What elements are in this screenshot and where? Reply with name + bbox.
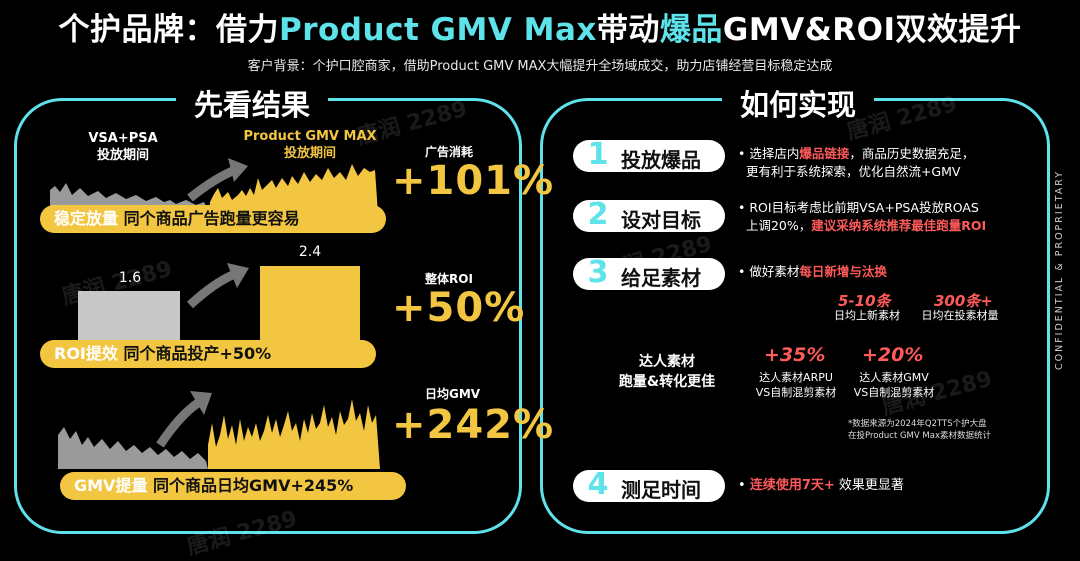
step-1-pill: 1 投放爆品	[573, 137, 725, 172]
data-source-note: *数据来源为2024年Q2TTS个护大盘 在投Product GMV Max素材数…	[848, 419, 991, 441]
implementation-heading: 如何实现	[722, 82, 875, 124]
after-period-label: Product GMV MAX 投放期间	[243, 129, 377, 161]
overall-roi-caption: 整体ROI	[425, 272, 473, 286]
kol-arpu-value: +35%	[764, 344, 826, 366]
stable-scale-pill: 稳定放量 同个商品广告跑量更容易	[40, 205, 386, 233]
page-title: 个护品牌：借力Product GMV Max带动爆品GMV&ROI双效提升	[58, 12, 1022, 48]
ad-spend-value: +101%	[392, 158, 555, 204]
gmv-growth-pill: GMV提量 同个商品日均GMV+245%	[60, 472, 406, 500]
roi-after-value: 2.4	[298, 244, 322, 260]
before-period-label: VSA+PSA 投放期间	[88, 131, 158, 163]
step-2-pill: 2 设对目标	[573, 197, 725, 232]
after-area	[208, 399, 380, 469]
roi-arrow	[186, 263, 249, 309]
kol-gmv-value: +20%	[862, 344, 924, 366]
kol-gmv-label: 达人素材GMV VS自制混剪素材	[853, 371, 935, 399]
page-subtitle: 客户背景：个护口腔商家，借助Product GMV MAX大幅提升全场域成交，助…	[247, 59, 833, 74]
trend-arrow	[156, 399, 201, 448]
step-3-pill: 3 给足素材	[573, 255, 725, 290]
active-creatives-label: 日均在投素材量	[921, 309, 999, 322]
overall-roi-value: +50%	[392, 285, 526, 331]
step-2-description: • ROI目标考虑比前期VSA+PSA投放ROAS 上调20%，建议采纳系统推荐…	[738, 200, 987, 233]
kol-creatives-label: 达人素材 跑量&转化更佳	[618, 354, 716, 390]
confidential-side-label: CONFIDENTIAL & PROPRIETARY	[1054, 169, 1065, 370]
daily-gmv-value: +242%	[392, 402, 555, 448]
kol-arpu-label: 达人素材ARPU VS自制混剪素材	[755, 371, 837, 399]
before-area	[58, 427, 208, 469]
daily-gmv-caption: 日均GMV	[425, 387, 481, 401]
step-4-description: • 连续使用7天+ 效果更显著	[738, 478, 904, 493]
trend-arrow-head	[190, 391, 212, 415]
step-4-pill: 4 测足时间	[573, 467, 725, 502]
ad-spend-caption: 广告消耗	[425, 145, 474, 159]
after-area	[210, 164, 378, 214]
daily-new-creatives-value: 5-10条	[838, 292, 891, 310]
daily-gmv-trend-chart	[58, 391, 380, 469]
results-heading: 先看结果	[176, 82, 329, 124]
step-3-description: • 做好素材每日新增与汰换	[738, 264, 887, 279]
step-1-description: • 选择店内爆品链接，商品历史数据充足， 更有利于系统探索，优化自然流+GMV	[738, 146, 975, 179]
roi-efficiency-pill: ROI提效 同个商品投产+50%	[40, 340, 376, 368]
roi-before-bar	[78, 291, 180, 349]
trend-arrow-head	[228, 158, 248, 182]
daily-new-creatives-label: 日均上新素材	[834, 309, 900, 322]
roi-after-bar	[260, 266, 360, 349]
active-creatives-value: 300条+	[934, 292, 993, 310]
roi-before-value: 1.6	[118, 270, 142, 286]
